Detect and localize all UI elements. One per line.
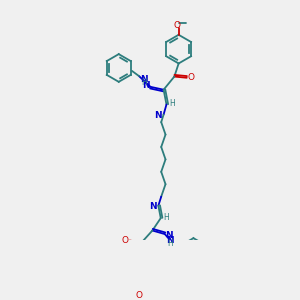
Text: N: N	[140, 75, 148, 84]
Text: O: O	[174, 21, 181, 30]
Text: N: N	[154, 111, 162, 120]
Text: N: N	[149, 202, 157, 211]
Text: O: O	[188, 73, 195, 82]
Text: O: O	[122, 236, 129, 244]
Text: O: O	[135, 291, 142, 300]
Text: N: N	[165, 230, 173, 239]
Text: N: N	[142, 81, 150, 90]
Text: H: H	[141, 78, 147, 87]
Text: H: H	[167, 239, 173, 248]
Text: H: H	[169, 99, 175, 108]
Text: N: N	[166, 236, 174, 245]
Text: H: H	[163, 213, 169, 222]
